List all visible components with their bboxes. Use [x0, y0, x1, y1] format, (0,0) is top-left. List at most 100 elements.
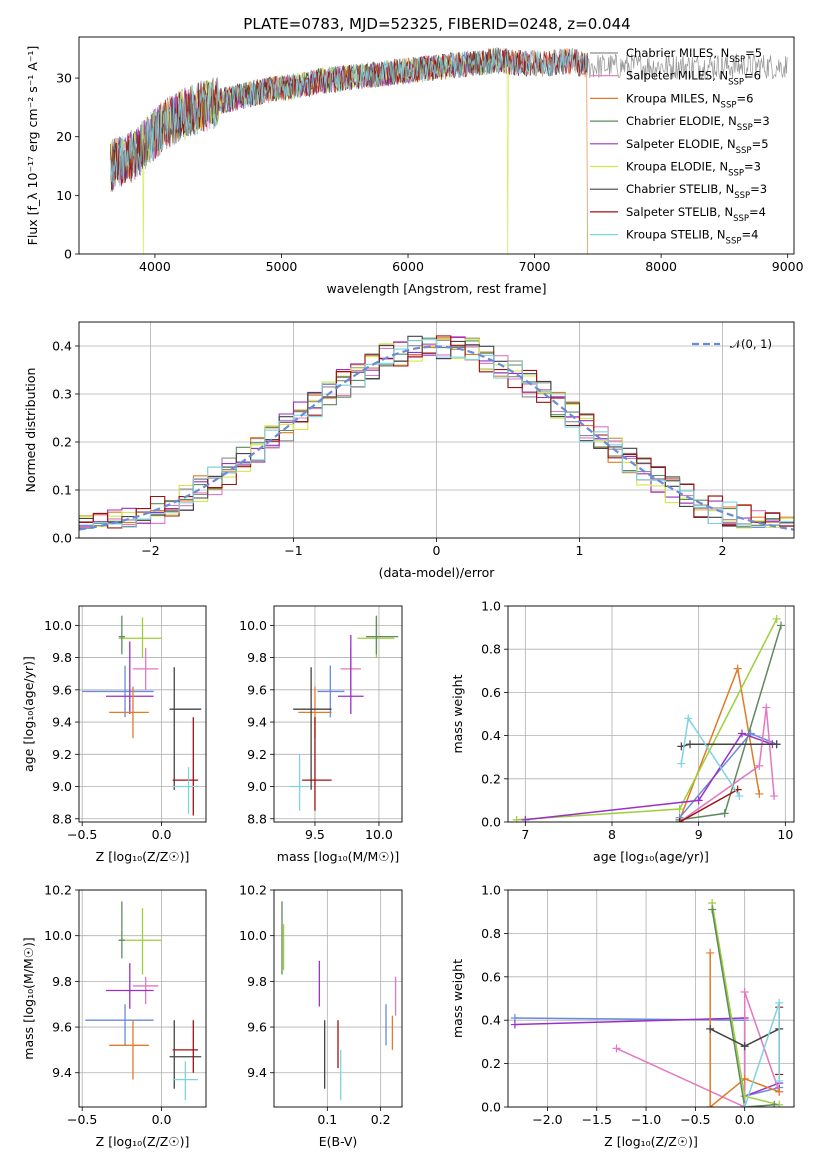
legend-entry: 𝒩(0, 1) — [730, 337, 772, 351]
mass-weight-marker — [677, 759, 686, 768]
y-tick-label: 10.2 — [44, 883, 72, 898]
y-tick-label: 9.2 — [52, 747, 72, 762]
x-tick-label: 0.0 — [735, 1112, 755, 1127]
mass-weight-marker — [770, 1100, 779, 1107]
axes-frame — [273, 889, 403, 1108]
x-tick-label: 5000 — [266, 259, 298, 274]
x-tick-label: 10.0 — [365, 827, 393, 842]
legend-subscript: SSP — [737, 123, 753, 133]
y-tick-label: 1.0 — [481, 599, 501, 614]
x-tick-label: −1 — [284, 543, 302, 558]
legend-entry: Salpeter ELODIE, NSSP=5 — [626, 137, 769, 156]
legend-nssp: =5 — [752, 137, 769, 151]
axes-frame — [507, 605, 795, 823]
x-tick-label: −1.5 — [582, 1112, 612, 1127]
y-tick-label: 0 — [64, 247, 72, 262]
mass-weight-marker — [772, 740, 781, 749]
x-tick-label: 7000 — [519, 259, 551, 274]
x-tick-label: 1 — [576, 543, 584, 558]
y-tick-label: 10.0 — [44, 618, 72, 633]
y-tick-label: 9.0 — [52, 779, 72, 794]
mass-weight-marker — [738, 729, 746, 738]
legend-subscript: SSP — [721, 100, 737, 110]
mass-weight-marker — [521, 815, 530, 822]
plot-area-mass-vs-Z — [85, 901, 202, 1101]
x-tick-label: 0.1 — [317, 1112, 337, 1127]
y-tick-label: 0.8 — [481, 926, 501, 941]
mass-weight-marker — [755, 761, 764, 770]
y-tick-label: 30 — [56, 71, 72, 86]
y-tick-label: 0.2 — [52, 435, 72, 450]
y-tick-label: 0.6 — [481, 685, 501, 700]
legend-nssp: =3 — [750, 182, 767, 196]
axes-frame — [78, 36, 795, 255]
legend-subscript: SSP — [728, 78, 744, 88]
y-tick-label: 0.2 — [481, 771, 501, 786]
panel-age-vs-mass: 9.5 10.0 8.8 9.0 9.2 9.4 9.6 9.8 10.0 mass [log₁₀… — [239, 605, 403, 864]
mass-weight-marker — [706, 1024, 715, 1033]
panel-mass-vs-EBV: 0.1 0.2 9.4 9.6 9.8 10.0 10.2 E(B-V) — [239, 883, 403, 1149]
legend-series-name: Salpeter MILES, N — [626, 69, 728, 83]
y-tick-label: 0.4 — [481, 1013, 501, 1028]
y-tick-label: 0.0 — [481, 1100, 501, 1115]
x-axis-label: mass [log₁₀(M/M☉)] — [277, 849, 399, 864]
y-tick-label: 0.2 — [481, 1056, 501, 1071]
y-tick-label: 9.4 — [247, 1065, 267, 1080]
legend-nssp: =4 — [741, 228, 758, 242]
mass-weight-marker — [612, 1044, 621, 1053]
mass-weight-marker — [706, 948, 715, 957]
plot-area-massweight-vs-Z — [510, 899, 784, 1107]
y-tick-label: 10.0 — [239, 928, 267, 943]
mass-weight-marker — [733, 664, 742, 673]
mass-weight-marker — [512, 815, 521, 822]
legend-series-name: Salpeter STELIB, N — [626, 205, 733, 219]
x-tick-label: 0.0 — [152, 827, 172, 842]
x-tick-label: −0.5 — [67, 1112, 97, 1127]
axes-frame — [78, 889, 207, 1108]
y-axis-label: mass [log₁₀(M/M☉)] — [21, 937, 36, 1059]
x-tick-label: 0.2 — [371, 1112, 391, 1127]
y-tick-label: 9.6 — [52, 682, 72, 697]
plot-area-residuals — [79, 335, 794, 531]
y-tick-label: 0.0 — [481, 815, 501, 830]
x-tick-label: −2 — [141, 543, 159, 558]
legend-entry: Salpeter MILES, NSSP=6 — [626, 69, 761, 88]
legend-entry: Kroupa STELIB, NSSP=4 — [626, 228, 758, 247]
legend-subscript: SSP — [734, 191, 750, 201]
mass-weight-line — [679, 788, 739, 822]
legend-subscript: SSP — [728, 169, 744, 179]
plot-area-massweight-vs-age — [512, 614, 785, 822]
legend-series-name: Chabrier ELODIE, N — [626, 114, 737, 128]
mass-weight-line — [514, 1017, 780, 1098]
y-tick-label: 8.8 — [52, 811, 72, 826]
y-tick-label: 0.8 — [481, 642, 501, 657]
plot-area-spectrum — [110, 46, 788, 254]
mass-weight-line — [711, 909, 775, 1107]
legend-entry: Chabrier STELIB, NSSP=3 — [626, 182, 767, 201]
y-tick-label: 0.3 — [52, 387, 72, 402]
x-tick-label: 9 — [695, 827, 703, 842]
legend-subscript: SSP — [736, 146, 752, 156]
mass-weight-marker — [708, 905, 717, 914]
panel-spectrum: 4000 5000 6000 7000 8000 9000 0 10 20 30 wavelengt… — [25, 36, 804, 296]
legend-series-name: Kroupa ELODIE, N — [626, 160, 728, 174]
mass-weight-marker — [755, 789, 764, 798]
legend-entry: Chabrier ELODIE, NSSP=3 — [626, 114, 770, 133]
y-tick-label: 0.6 — [481, 969, 501, 984]
y-tick-label: 0.1 — [52, 483, 72, 498]
legend-nssp: =4 — [749, 205, 766, 219]
plot-area-mass-vs-EBV — [281, 901, 397, 1101]
y-tick-label: 10.0 — [44, 928, 72, 943]
legend-series-name: Salpeter ELODIE, N — [626, 137, 736, 151]
y-tick-label: 20 — [56, 129, 72, 144]
mass-weight-marker — [775, 1087, 784, 1096]
mass-weight-marker — [770, 792, 779, 801]
y-axis-label: mass weight — [450, 674, 465, 753]
mass-weight-marker — [510, 1020, 519, 1029]
x-tick-label: 2 — [719, 543, 727, 558]
mass-weight-marker — [675, 818, 684, 822]
mass-weight-marker — [762, 703, 771, 712]
x-tick-label: 4000 — [139, 259, 171, 274]
legend-series-name: Chabrier MILES, N — [626, 46, 729, 60]
